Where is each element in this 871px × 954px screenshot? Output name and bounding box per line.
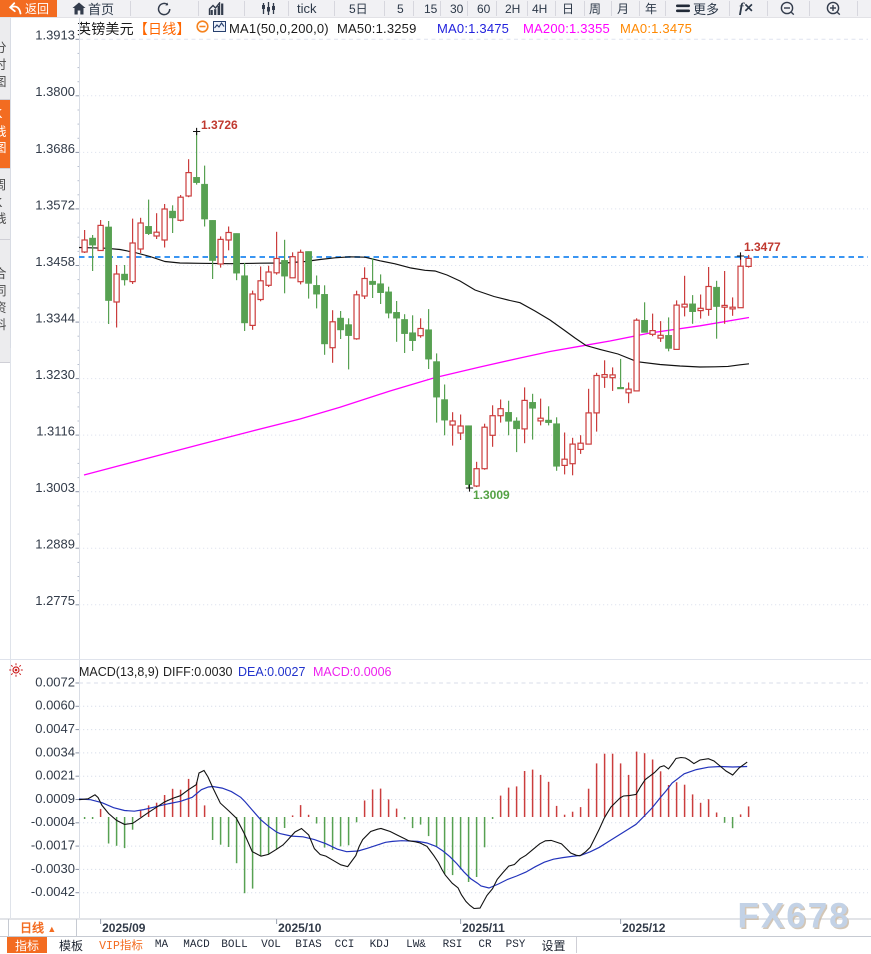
svg-text:0.0034: 0.0034 <box>35 744 75 759</box>
svg-text:1.3726: 1.3726 <box>201 118 238 132</box>
svg-text:1.3116: 1.3116 <box>36 424 75 439</box>
svg-text:2025/09: 2025/09 <box>102 921 146 935</box>
svg-text:MACD(13,8,9): MACD(13,8,9) <box>79 665 159 679</box>
svg-text:1.3477: 1.3477 <box>744 240 781 254</box>
svg-text:DIFF:0.0030: DIFF:0.0030 <box>163 665 233 679</box>
svg-text:0.0060: 0.0060 <box>35 698 75 713</box>
svg-text:1.3913: 1.3913 <box>35 28 75 43</box>
svg-text:1.3344: 1.3344 <box>35 311 75 326</box>
svg-text:1.2775: 1.2775 <box>35 593 75 608</box>
svg-text:0.0047: 0.0047 <box>35 721 75 736</box>
svg-text:MACD:0.0006: MACD:0.0006 <box>313 665 392 679</box>
svg-text:FX678: FX678 <box>738 897 851 936</box>
svg-text:1.3009: 1.3009 <box>473 488 510 502</box>
svg-text:0.0009: 0.0009 <box>35 791 75 806</box>
svg-text:0.0021: 0.0021 <box>35 768 75 783</box>
svg-text:-0.0017: -0.0017 <box>31 838 75 853</box>
svg-text:0.0072: 0.0072 <box>35 674 75 689</box>
svg-text:-0.0030: -0.0030 <box>31 861 75 876</box>
svg-text:2025/11: 2025/11 <box>462 921 505 935</box>
svg-text:-0.0004: -0.0004 <box>31 814 75 829</box>
svg-text:日线 ▲: 日线 ▲ <box>20 920 56 935</box>
svg-text:1.3800: 1.3800 <box>35 84 75 99</box>
svg-text:1.3458: 1.3458 <box>35 254 75 269</box>
svg-text:DEA:0.0027: DEA:0.0027 <box>238 665 305 679</box>
svg-text:FX678: FX678 <box>739 898 852 937</box>
svg-text:1.3230: 1.3230 <box>35 367 75 382</box>
svg-text:2025/12: 2025/12 <box>622 921 666 935</box>
svg-text:1.3572: 1.3572 <box>35 197 75 212</box>
svg-text:1.3686: 1.3686 <box>35 141 75 156</box>
svg-text:1.2889: 1.2889 <box>35 537 75 552</box>
svg-text:1.3003: 1.3003 <box>35 480 75 495</box>
svg-text:-0.0042: -0.0042 <box>31 884 75 899</box>
svg-text:2025/10: 2025/10 <box>278 921 322 935</box>
